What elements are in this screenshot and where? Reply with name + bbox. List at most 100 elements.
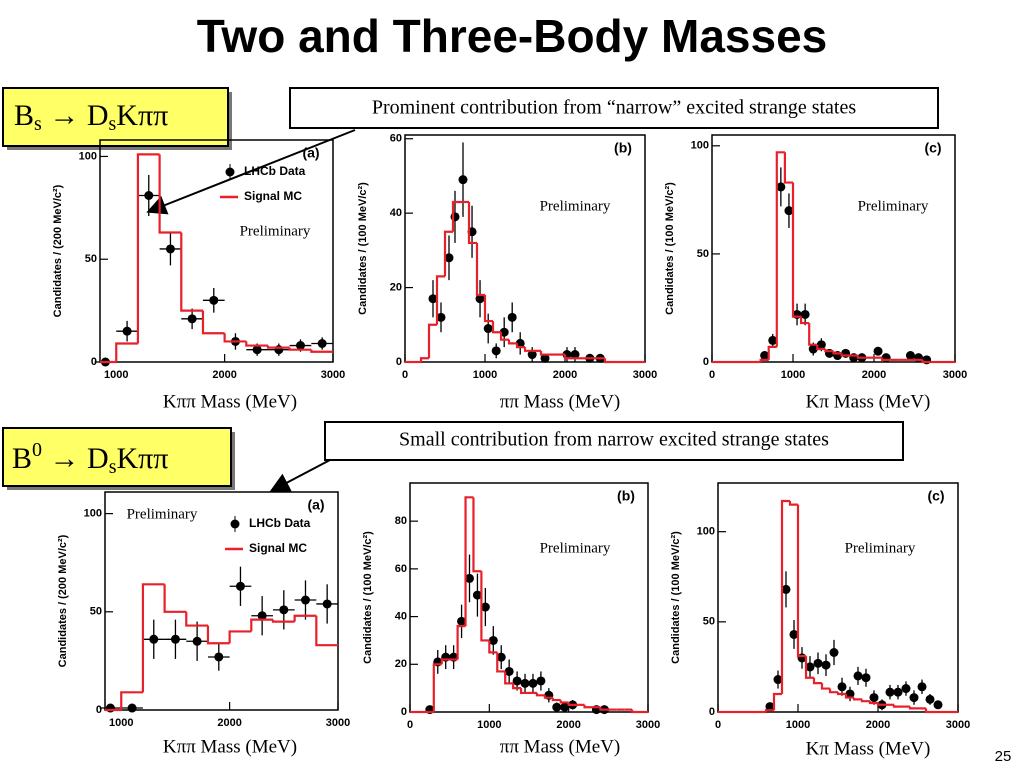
data-point [300, 595, 310, 605]
data-point [861, 673, 871, 683]
data-point [768, 335, 778, 345]
data-point [805, 662, 815, 672]
y-axis-label: Candidates / (200 MeV/c²) [52, 184, 64, 317]
data-point [789, 629, 799, 639]
x-tick-label: 3000 [636, 719, 660, 731]
x-tick-label: 1000 [109, 717, 133, 729]
mc-step [868, 701, 878, 705]
mc-step [440, 658, 450, 665]
mc-step [836, 692, 846, 696]
y-tick-label: 50 [85, 253, 97, 265]
data-point [209, 295, 219, 305]
mc-step [163, 584, 187, 613]
y-tick-label: 100 [691, 140, 709, 152]
mc-step [432, 663, 442, 712]
x-tick-label: 1000 [104, 369, 128, 381]
data-point [504, 666, 514, 676]
mc-step [796, 504, 806, 658]
data-point [893, 687, 903, 697]
mc-step [539, 350, 549, 356]
mc-step [443, 230, 453, 277]
mc-step [427, 323, 437, 359]
mc-step [828, 688, 838, 694]
data-point [808, 344, 818, 354]
data-point [520, 678, 530, 688]
arrow [146, 129, 356, 215]
x-tick-label: 0 [407, 719, 413, 731]
data-point [444, 253, 454, 263]
mc-step [250, 618, 273, 632]
panel-label: (c) [927, 488, 944, 504]
mc-step [315, 615, 338, 647]
y-tick-label: 0 [96, 704, 102, 716]
mc-step [783, 152, 793, 184]
mc-step [223, 333, 247, 343]
y-tick-label: 20 [390, 281, 402, 293]
x-tick-label: 1000 [781, 369, 805, 381]
mc-step [824, 349, 834, 353]
data-point [813, 658, 823, 668]
data-point [933, 700, 943, 710]
panel-label: (a) [307, 497, 324, 513]
data-point [507, 312, 517, 322]
data-point [483, 324, 493, 334]
data-point [845, 689, 855, 699]
y-tick-label: 0 [703, 356, 709, 368]
data-point [170, 634, 180, 644]
mc-step [475, 242, 485, 297]
legend-label: LHCb Data [249, 516, 311, 530]
mc-step [228, 630, 252, 644]
x-tick-label: 2000 [862, 369, 886, 381]
data-point [829, 647, 839, 657]
plot-frame [404, 134, 646, 363]
mc-step [908, 706, 918, 710]
slide-title: Two and Three-Body Masses [197, 10, 828, 62]
data-point [322, 599, 332, 609]
mc-step [464, 496, 474, 627]
mc-step [772, 692, 782, 711]
data-point [527, 350, 537, 360]
y-tick-label: 50 [703, 616, 715, 628]
decay-box [2, 427, 232, 487]
mc-step [310, 349, 333, 353]
data-point [821, 660, 831, 670]
legend-label: Signal MC [249, 541, 307, 555]
data-point [925, 694, 935, 704]
mc-step [467, 201, 477, 245]
x-tick-label: 2000 [556, 719, 580, 731]
plot-frame [717, 482, 959, 713]
x-tick-label: 2000 [217, 717, 241, 729]
data-point [105, 703, 115, 713]
decay-label: Bs → DsKππ [14, 99, 168, 135]
mc-step [141, 583, 165, 693]
mc-step [488, 640, 498, 654]
mc-step [519, 688, 529, 695]
data-point [187, 314, 197, 324]
data-point [122, 326, 132, 336]
panel-label: (b) [614, 140, 632, 156]
mc-step [435, 275, 445, 325]
mc-step [844, 693, 854, 699]
arrow [269, 459, 331, 492]
data-point [295, 341, 305, 351]
mc-step [816, 344, 826, 351]
data-point [235, 581, 245, 591]
x-axis-label: Kπ Mass (MeV) [806, 738, 931, 759]
preliminary-label: Preliminary [858, 198, 929, 214]
data-point [496, 652, 506, 662]
data-point [837, 682, 847, 692]
mc-step [840, 353, 850, 357]
data-point [776, 182, 786, 192]
data-point [536, 676, 546, 686]
data-point [512, 676, 522, 686]
data-point [317, 339, 327, 348]
data-point [165, 244, 175, 254]
data-point [800, 309, 810, 319]
mc-step [791, 182, 802, 318]
data-point [458, 175, 468, 185]
mc-step [559, 700, 569, 704]
mc-step [523, 347, 533, 352]
x-tick-label: 3000 [633, 369, 657, 381]
mc-step [507, 339, 517, 345]
mc-step [512, 683, 522, 690]
